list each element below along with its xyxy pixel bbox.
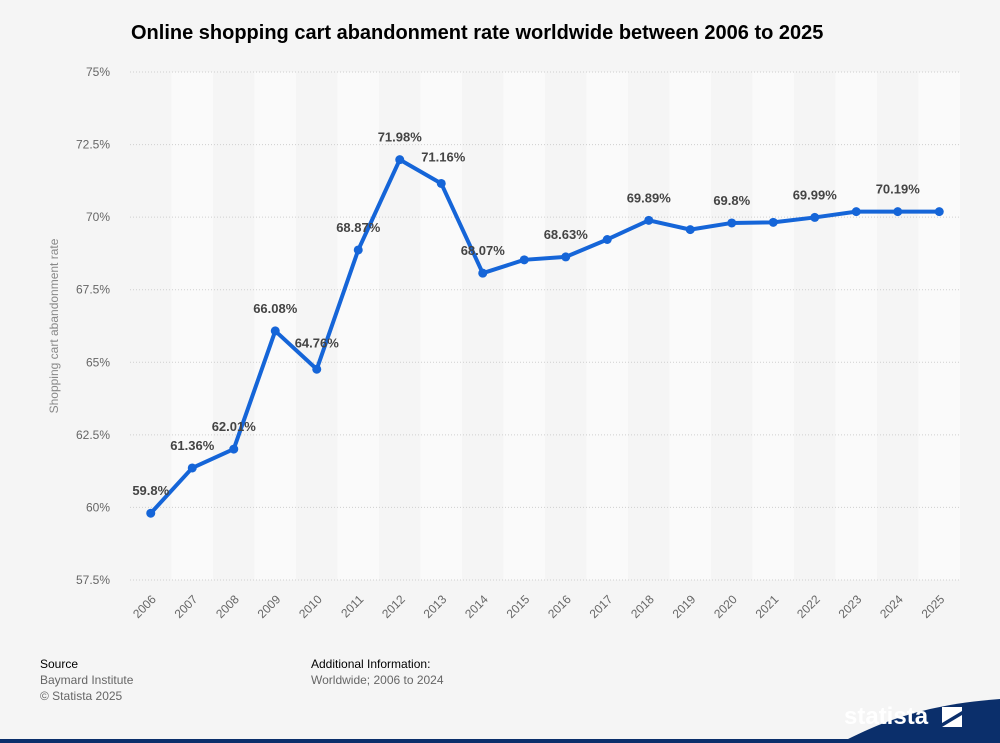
data-point[interactable] bbox=[727, 218, 737, 228]
data-point[interactable] bbox=[893, 207, 903, 217]
column-bands bbox=[171, 72, 960, 580]
data-point[interactable] bbox=[395, 155, 405, 165]
column-band bbox=[918, 72, 960, 580]
data-label: 68.07% bbox=[461, 243, 506, 258]
data-point[interactable] bbox=[353, 245, 363, 255]
column-band bbox=[254, 72, 296, 580]
data-points bbox=[146, 155, 944, 518]
data-point[interactable] bbox=[561, 252, 571, 262]
statista-logo[interactable]: statista bbox=[800, 683, 1000, 743]
data-point[interactable] bbox=[519, 255, 529, 265]
data-point[interactable] bbox=[602, 234, 612, 244]
brand-name: statista bbox=[844, 703, 929, 730]
series-line bbox=[149, 157, 940, 515]
x-tick-label: 2014 bbox=[462, 592, 491, 621]
data-point[interactable] bbox=[478, 268, 488, 278]
data-label: 68.87% bbox=[336, 220, 381, 235]
data-point[interactable] bbox=[146, 508, 156, 518]
source-block: Source Baymard Institute © Statista 2025 bbox=[40, 656, 133, 704]
statista-logo-icon bbox=[942, 707, 962, 727]
y-tick-label: 67.5% bbox=[76, 283, 110, 297]
x-tick-label: 2020 bbox=[711, 592, 740, 621]
y-tick-label: 57.5% bbox=[76, 573, 110, 587]
column-band bbox=[503, 72, 545, 580]
x-tick-label: 2011 bbox=[338, 592, 366, 620]
data-point[interactable] bbox=[685, 225, 695, 235]
line-chart: 57.5% 60% 62.5% 65% 67.5% 70% 72.5% 75% Shoppin… bbox=[47, 65, 960, 621]
data-point[interactable] bbox=[934, 207, 944, 217]
additional-info-text: Worldwide; 2006 to 2024 bbox=[311, 673, 444, 687]
copyright-text: © Statista 2025 bbox=[40, 689, 123, 703]
column-band bbox=[669, 72, 711, 580]
gridlines bbox=[130, 71, 960, 581]
data-label: 69.89% bbox=[627, 190, 672, 205]
column-band bbox=[337, 72, 379, 580]
y-tick-label: 72.5% bbox=[76, 138, 110, 152]
column-band bbox=[586, 72, 628, 580]
data-point[interactable] bbox=[768, 217, 778, 227]
data-label: 71.16% bbox=[421, 149, 466, 164]
additional-info-heading: Additional Information: bbox=[311, 657, 431, 671]
data-label: 71.98% bbox=[378, 130, 423, 145]
column-band bbox=[752, 72, 794, 580]
column-band bbox=[835, 72, 877, 580]
data-point[interactable] bbox=[312, 364, 322, 374]
data-label: 66.08% bbox=[253, 301, 298, 316]
y-tick-label: 60% bbox=[86, 500, 110, 514]
data-point[interactable] bbox=[270, 326, 280, 336]
source-heading: Source bbox=[40, 657, 79, 671]
x-tick-label: 2010 bbox=[296, 592, 325, 621]
additional-info-block: Additional Information: Worldwide; 2006 … bbox=[311, 656, 444, 688]
y-tick-label: 70% bbox=[86, 210, 110, 224]
data-label: 70.19% bbox=[876, 182, 921, 197]
data-label: 68.63% bbox=[544, 227, 589, 242]
data-point[interactable] bbox=[436, 178, 446, 188]
x-tick-label: 2007 bbox=[172, 592, 201, 621]
x-tick-label: 2025 bbox=[919, 592, 948, 621]
data-label: 62.01% bbox=[212, 419, 257, 434]
x-tick-label: 2021 bbox=[753, 592, 782, 621]
y-tick-label: 75% bbox=[86, 65, 110, 79]
y-tick-label: 65% bbox=[86, 355, 110, 369]
x-tick-label: 2017 bbox=[587, 592, 616, 621]
y-axis-label: Shopping cart abandonment rate bbox=[47, 238, 61, 413]
x-tick-label: 2024 bbox=[877, 592, 906, 621]
x-tick-label: 2006 bbox=[130, 592, 159, 621]
column-band bbox=[420, 72, 462, 580]
data-labels: 59.8% 61.36% 62.01% 66.08% 64.76% 68.87% 71.98… bbox=[132, 130, 920, 499]
bottom-accent-bar bbox=[0, 739, 1000, 743]
x-tick-label: 2009 bbox=[255, 592, 284, 621]
x-tick-label: 2022 bbox=[794, 592, 823, 621]
data-point[interactable] bbox=[644, 215, 654, 225]
data-label: 69.99% bbox=[793, 187, 838, 202]
x-tick-label: 2018 bbox=[628, 592, 657, 621]
x-tick-label: 2012 bbox=[379, 592, 408, 621]
x-axis-ticks: 2006 2007 2008 2009 2010 2011 2012 2013 2014 2015… bbox=[130, 592, 948, 621]
data-point[interactable] bbox=[851, 207, 861, 217]
data-label: 64.76% bbox=[295, 335, 340, 350]
data-point[interactable] bbox=[229, 444, 239, 454]
data-point[interactable] bbox=[187, 463, 197, 473]
source-name[interactable]: Baymard Institute bbox=[40, 673, 134, 687]
y-tick-label: 62.5% bbox=[76, 428, 110, 442]
x-tick-label: 2016 bbox=[545, 592, 574, 621]
data-label: 59.8% bbox=[132, 483, 169, 498]
column-band bbox=[171, 72, 213, 580]
y-axis-ticks: 57.5% 60% 62.5% 65% 67.5% 70% 72.5% 75% bbox=[76, 65, 110, 587]
x-tick-label: 2008 bbox=[213, 592, 242, 621]
x-tick-label: 2015 bbox=[504, 592, 533, 621]
chart-title: Online shopping cart abandonment rate wo… bbox=[131, 22, 824, 44]
data-label: 61.36% bbox=[170, 438, 215, 453]
x-tick-label: 2019 bbox=[670, 592, 699, 621]
data-label: 69.8% bbox=[713, 193, 750, 208]
data-point[interactable] bbox=[810, 212, 820, 222]
x-tick-label: 2023 bbox=[836, 592, 865, 621]
x-tick-label: 2013 bbox=[421, 592, 450, 621]
